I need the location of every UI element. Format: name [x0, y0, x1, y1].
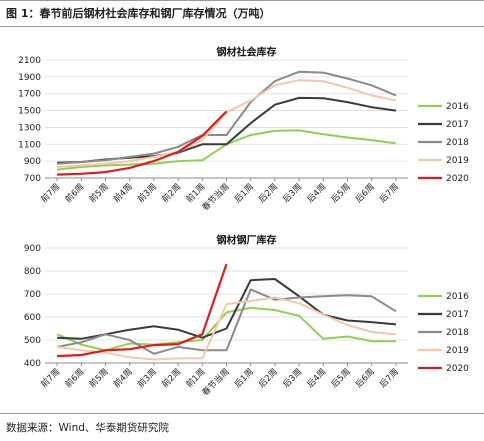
x-tick-label: 后1周 [232, 181, 256, 205]
legend-label-2020: 2020 [446, 174, 469, 184]
source-note: 数据来源：Wind、华泰期货研究院 [6, 422, 169, 434]
x-tick-label: 后7周 [377, 366, 401, 390]
chart-title: 钢材钢厂库存 [217, 233, 277, 246]
x-tick-label: 后4周 [305, 366, 329, 390]
x-tick-label: 前4周 [111, 181, 135, 205]
x-tick-label: 后2周 [256, 181, 280, 205]
legend-label-2016: 2016 [446, 292, 469, 302]
x-tick-label: 前5周 [87, 366, 111, 390]
social-inventory-chart: 钢材社会库存700900110013001500170019002100前7周前… [18, 45, 469, 213]
x-tick-label: 后2周 [256, 366, 280, 390]
x-tick-label: 前5周 [87, 181, 111, 205]
series-2017-line [57, 96, 397, 164]
chart-title: 钢材社会库存 [217, 45, 277, 58]
x-tick-label: 前6周 [63, 181, 87, 205]
x-tick-label: 后3周 [281, 366, 305, 390]
y-tick-label: 1700 [18, 90, 41, 100]
series-2018-line [56, 288, 397, 355]
figure-title: 图 1：春节前后钢材社会库存和钢厂库存情况（万吨） [6, 7, 271, 20]
series-2017-line [57, 278, 396, 340]
legend-label-2019: 2019 [446, 156, 469, 166]
legend-label-2016: 2016 [446, 102, 469, 112]
y-tick-label: 1900 [18, 73, 41, 83]
y-tick-label: 800 [24, 267, 41, 277]
x-tick-label: 前2周 [160, 366, 184, 390]
mill-inventory-chart: 钢材钢厂库存 400 500 600 700 800 900 前7周 前6周 前5周 前4周 前3周前… [24, 233, 469, 398]
y-tick-label: 1300 [18, 123, 41, 133]
x-tick-label: 前4周 [111, 366, 135, 390]
legend-label-2017: 2017 [446, 310, 469, 320]
x-tick-label: 后4周 [305, 181, 329, 205]
y-tick-label: 400 [24, 359, 41, 369]
x-tick-label: 春节当周 [200, 181, 232, 213]
x-tick-label: 后1周 [232, 366, 256, 390]
y-tick-label: 500 [24, 336, 41, 346]
series-2020-line [57, 110, 228, 176]
legend-label-2017: 2017 [446, 120, 469, 130]
top-rule [0, 0, 484, 1]
y-tick-label: 2100 [18, 56, 41, 66]
y-tick-label: 900 [24, 244, 41, 254]
y-tick-label: 600 [24, 313, 41, 323]
x-tick-label: 前7周 [39, 181, 63, 205]
x-tick-label: 前2周 [160, 181, 184, 205]
legend-label-2018: 2018 [446, 138, 469, 148]
series-2016-line [56, 306, 396, 352]
bottom-rule [0, 413, 484, 414]
x-tick-label: 春节当周 [200, 366, 232, 398]
x-tick-label: 后5周 [329, 181, 353, 205]
x-tick-label: 前7周 [39, 366, 63, 390]
x-tick-label: 后6周 [353, 366, 377, 390]
y-tick-label: 1500 [18, 107, 41, 117]
x-tick-label: 后6周 [353, 181, 377, 205]
y-tick-label: 700 [24, 290, 41, 300]
y-tick-label: 700 [24, 174, 41, 184]
series-2018-line [57, 70, 397, 165]
title-rule [0, 26, 484, 27]
x-tick-label: 前3周 [135, 181, 159, 205]
series-2020-line [57, 263, 228, 358]
x-tick-label: 前3周 [135, 366, 159, 390]
x-tick-label: 后5周 [329, 366, 353, 390]
legend-label-2020: 2020 [446, 364, 469, 374]
series-2019-line [57, 79, 397, 168]
legend-label-2018: 2018 [446, 328, 469, 338]
x-tick-label: 后3周 [281, 181, 305, 205]
x-tick-label: 前6周 [63, 366, 87, 390]
x-tick-label: 后7周 [377, 181, 401, 205]
legend-label-2019: 2019 [446, 346, 469, 356]
y-tick-label: 1100 [18, 140, 41, 150]
series-2019-line [56, 296, 396, 361]
y-tick-label: 900 [24, 157, 41, 167]
